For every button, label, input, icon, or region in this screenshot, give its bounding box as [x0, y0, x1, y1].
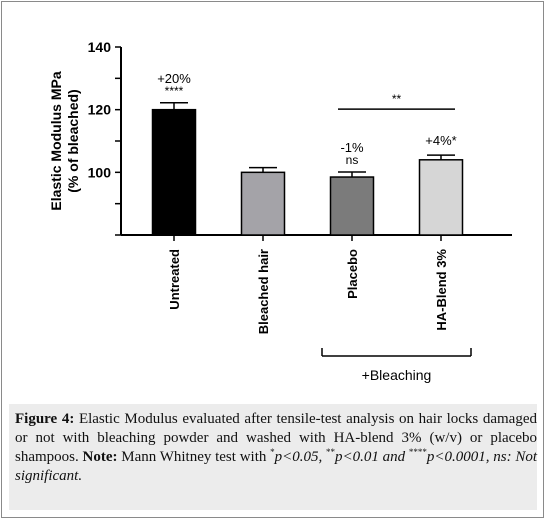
comparison-significance-label: ** — [392, 92, 402, 106]
sig4-stars: **** — [408, 447, 427, 457]
sig4-text: p<0.0001, ns: Not significant. — [15, 449, 537, 484]
y-tick-label: 120 — [88, 102, 112, 118]
percent-change-label: +20% — [157, 71, 191, 86]
figure-caption: Figure 4: Elastic Modulus evaluated afte… — [15, 410, 537, 486]
bar — [240, 171, 286, 236]
significance-label: **** — [165, 84, 184, 98]
figure-label: Figure 4: — [15, 411, 75, 427]
y-axis-label-sub: (% of bleached) — [65, 89, 81, 192]
bar — [151, 108, 197, 236]
y-axis-label: Elastic Modulus MPa — [48, 71, 64, 210]
percent-change-label: -1% — [340, 140, 364, 155]
group-label: +Bleaching — [362, 367, 432, 383]
y-tick-label: 140 — [88, 39, 112, 55]
bar — [329, 176, 375, 236]
percent-change-label: +4%* — [425, 133, 456, 148]
x-tick-label: Placebo — [345, 249, 360, 299]
caption-text: Elastic Modulus evaluated after tensile-… — [15, 411, 537, 465]
note-label: Note: — [82, 449, 118, 465]
sig1-stars: * — [270, 447, 275, 457]
bar — [418, 159, 464, 236]
significance-label: ns — [346, 153, 359, 167]
note-text: Mann Whitney test with — [117, 449, 271, 465]
bar-chart: 100 120 140 Elastic Modulus MPa (% of bleach… — [48, 39, 512, 383]
sig2-text: p<0.01 and — [334, 449, 409, 465]
sig2-stars: ** — [325, 447, 335, 457]
x-tick-label: Untreated — [167, 249, 182, 310]
caption-background — [9, 404, 537, 510]
x-tick-label: HA-Blend 3% — [434, 249, 449, 331]
x-tick-label: Bleached hair — [256, 249, 271, 334]
y-tick-label: 100 — [88, 164, 112, 180]
sig1-text: p<0.05, — [274, 449, 326, 465]
